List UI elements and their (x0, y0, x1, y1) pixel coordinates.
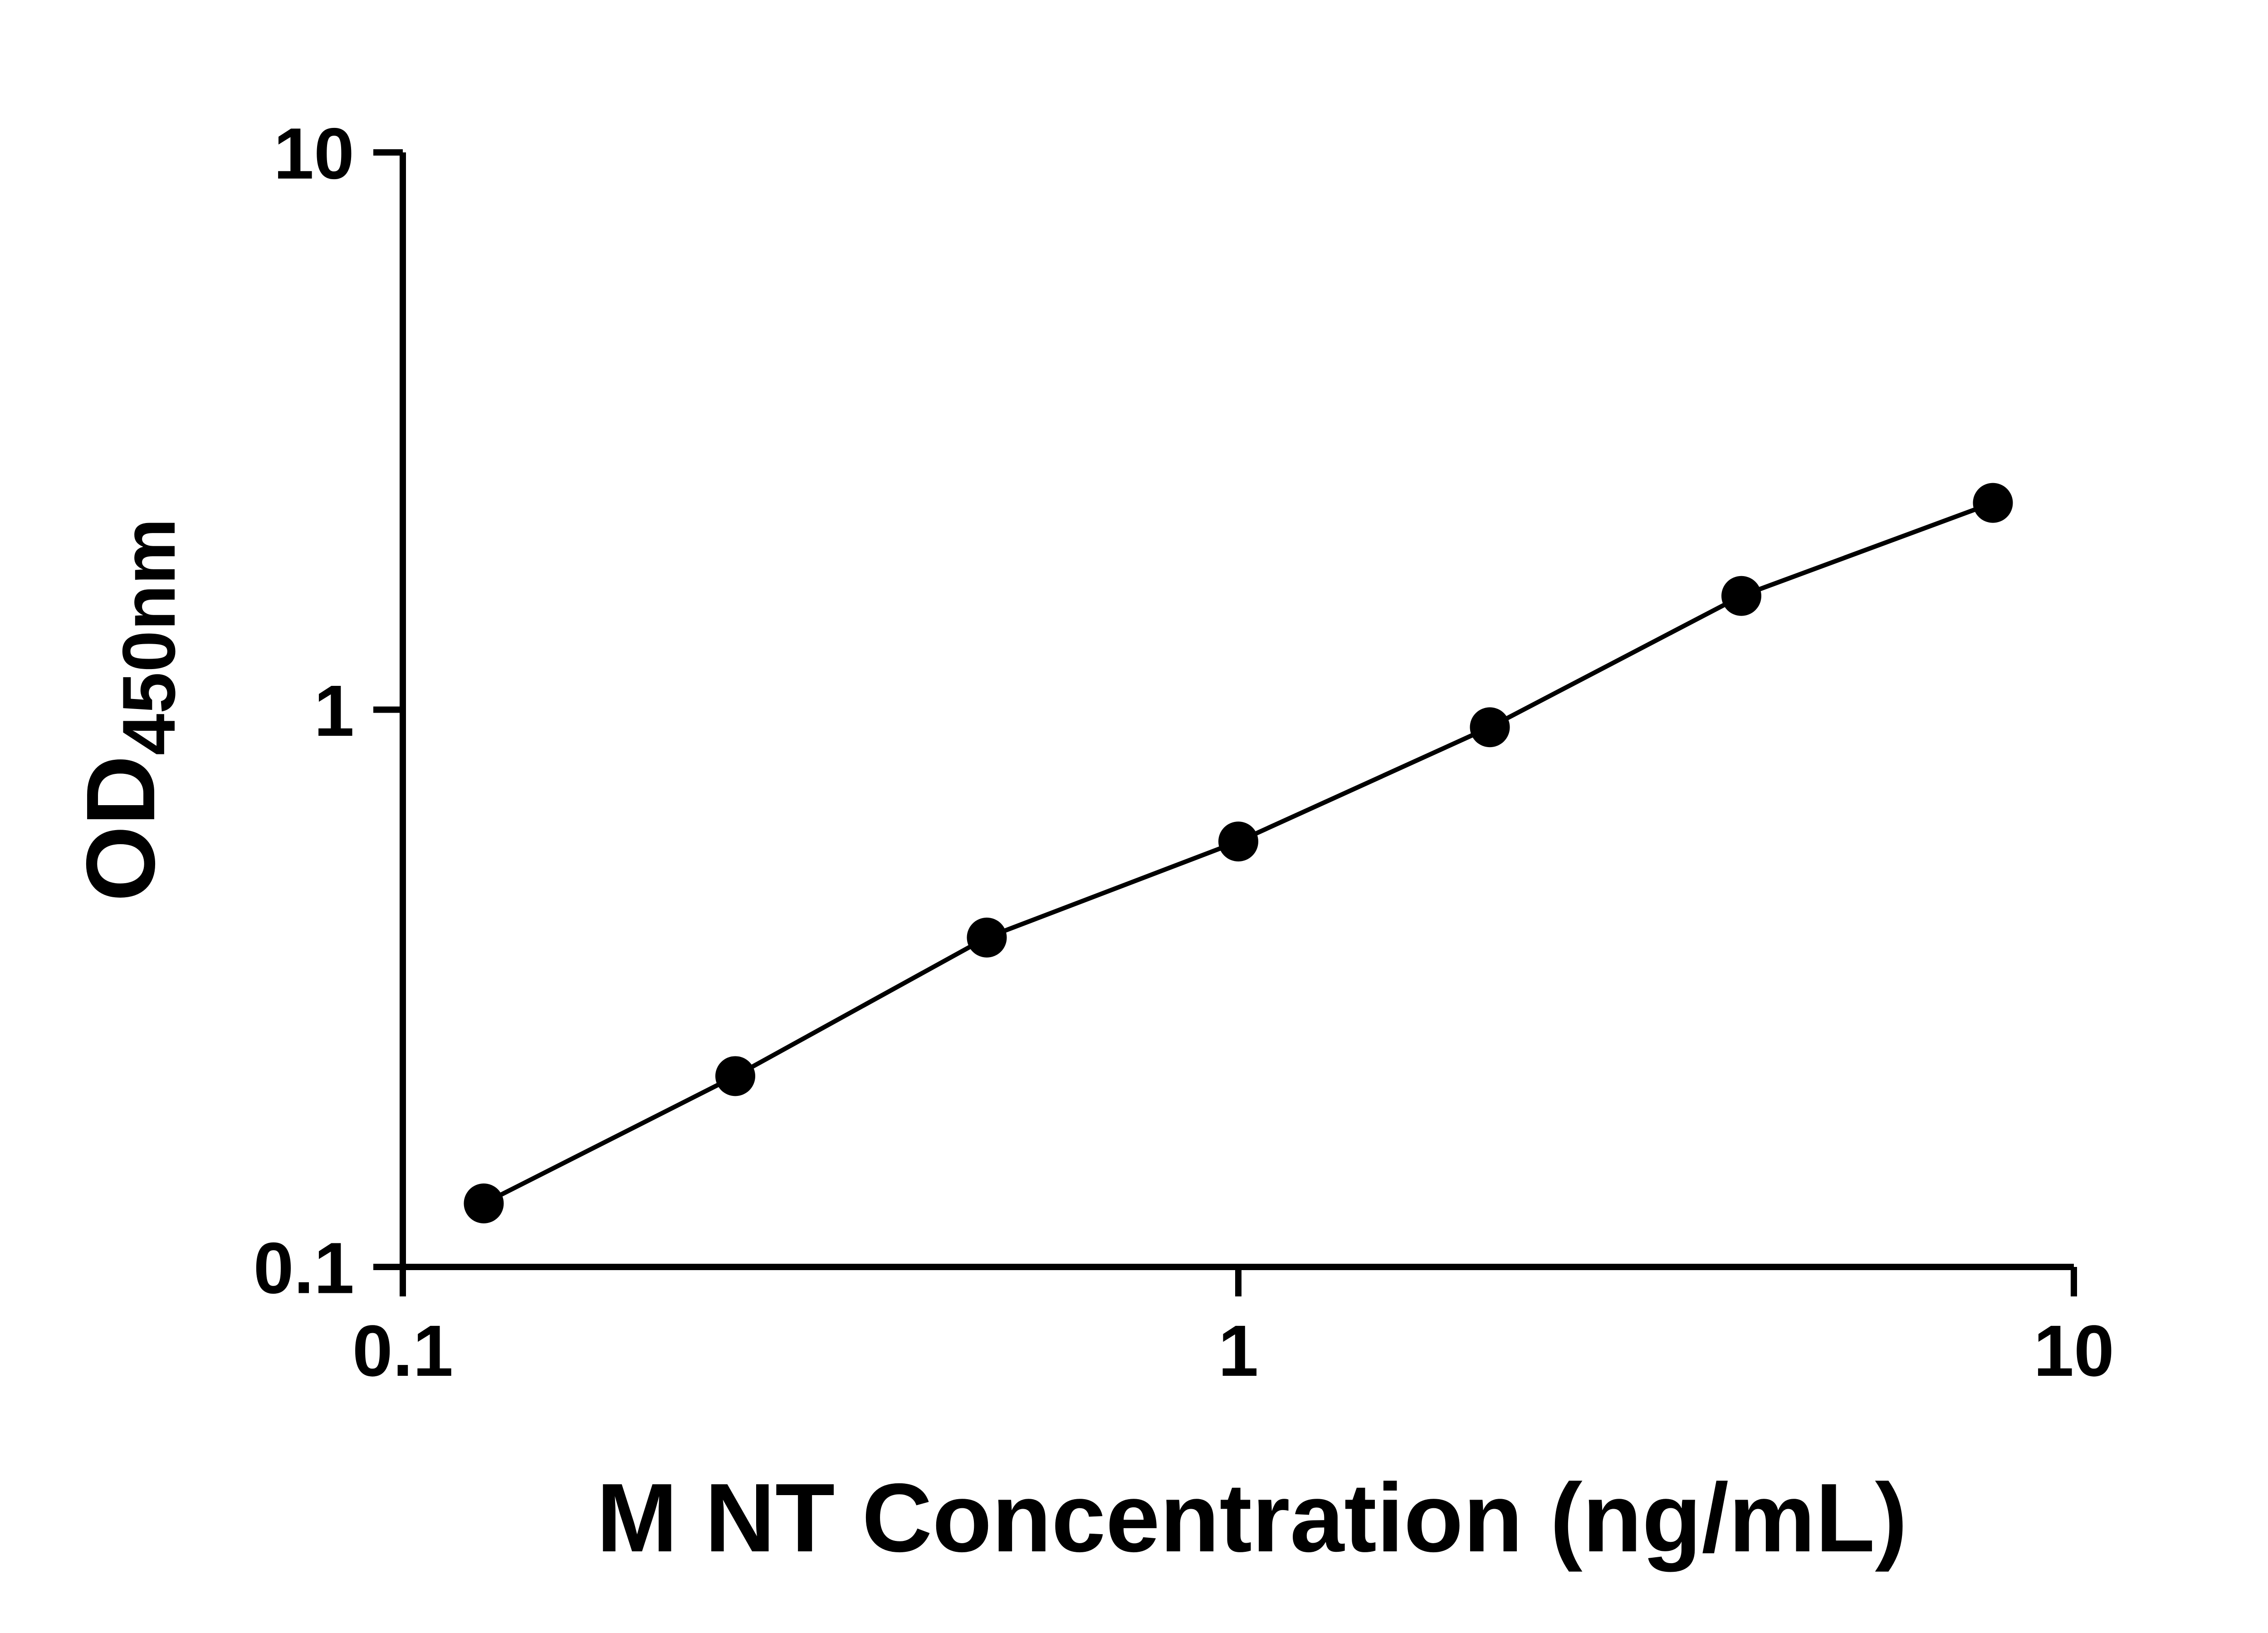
y-tick-label: 1 (314, 670, 354, 751)
data-point (967, 917, 1007, 958)
data-point (1470, 707, 1510, 748)
plot-area: 0.1 1 10 0.1 1 10 (254, 113, 2114, 1391)
data-point (715, 1056, 756, 1096)
y-tick-label: 0.1 (254, 1227, 354, 1309)
x-tick-label: 0.1 (352, 1310, 453, 1391)
data-point (1218, 821, 1258, 862)
data-point (464, 1183, 504, 1224)
x-tick-label: 1 (1218, 1310, 1259, 1391)
y-axis-title-subscript: 450nm (107, 518, 191, 755)
y-axis-title: OD450nm (66, 518, 191, 901)
axes-frame (400, 152, 2074, 1270)
data-point (1721, 576, 1761, 616)
y-axis-title-base: OD (66, 755, 175, 902)
x-axis-title: M NT Concentration (ng/mL) (596, 1463, 1907, 1572)
x-tick-label: 10 (2033, 1310, 2114, 1391)
data-point (1973, 483, 2013, 523)
y-tick-label: 10 (274, 113, 354, 194)
